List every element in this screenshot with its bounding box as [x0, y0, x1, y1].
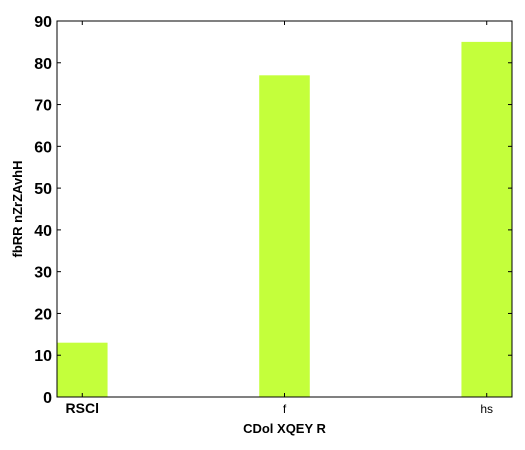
y-tick-label: 20 — [34, 306, 52, 323]
x-axis-label: CDol XQEY R — [243, 421, 326, 436]
bar-hs — [461, 41, 512, 398]
y-tick-label: 0 — [43, 390, 52, 407]
y-tick-label: 60 — [34, 139, 52, 156]
y-tick-label: 90 — [34, 14, 52, 31]
x-axis: RSCl f hs — [66, 21, 493, 416]
y-tick-label: 10 — [34, 348, 52, 365]
y-axis: 0 10 20 30 40 50 60 70 80 90 — [34, 14, 512, 407]
y-tick-label: 40 — [34, 223, 52, 240]
y-tick-label: 50 — [34, 181, 52, 198]
y-tick-label: 70 — [34, 98, 52, 115]
x-tick-label: f — [283, 402, 287, 416]
y-axis-label: fbRR nZrZAvhH — [10, 160, 25, 257]
x-tick-label: hs — [480, 402, 493, 416]
bar-RSCl — [57, 342, 108, 397]
x-tick-label: RSCl — [66, 400, 99, 416]
y-tick-label: 80 — [34, 56, 52, 73]
bars-group — [57, 41, 512, 398]
bar-f — [259, 75, 310, 398]
y-tick-label: 30 — [34, 265, 52, 282]
